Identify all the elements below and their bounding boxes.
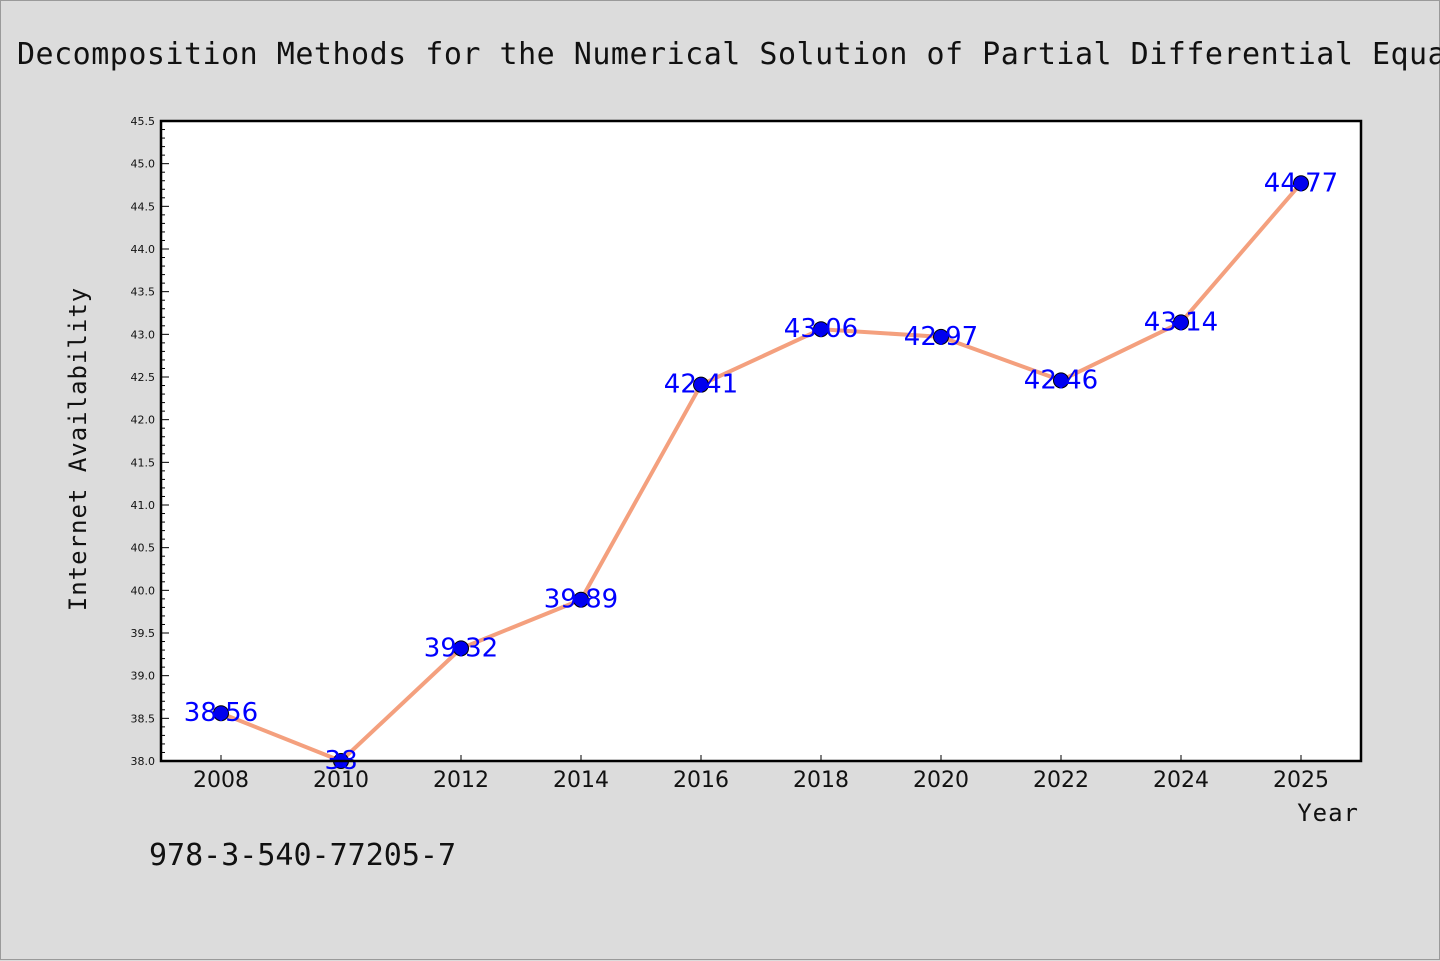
data-label: 39.32 [424, 633, 498, 663]
y-tick-label: 42.5 [131, 371, 156, 384]
data-label: 43.06 [784, 314, 858, 344]
data-point [693, 376, 709, 393]
y-axis-label: Internet Availability [64, 287, 92, 611]
x-tick-label: 2024 [1153, 768, 1209, 793]
x-axis-label: Year [1297, 799, 1359, 827]
y-tick-label: 41.0 [131, 499, 156, 512]
x-tick-label: 2018 [793, 768, 849, 793]
y-tick-label: 39.5 [131, 627, 156, 640]
isbn-text: 978-3-540-77205-7 [149, 838, 456, 873]
y-tick-label: 43.5 [131, 286, 156, 299]
data-point [1173, 314, 1189, 331]
data-point [213, 705, 229, 722]
data-label: 42.97 [904, 322, 978, 352]
x-axis: 2008 2010 2012 2014 2016 2018 2020 2022 2024 2025 [193, 755, 1329, 793]
x-tick-label: 2014 [553, 768, 609, 793]
x-tick-label: 2016 [673, 768, 729, 793]
data-point [813, 321, 829, 338]
chart-title: Domain Decomposition Methods for the Num… [1, 37, 1440, 72]
y-tick-label: 45.0 [131, 158, 156, 171]
x-tick-label: 2010 [313, 768, 369, 793]
data-point [1293, 175, 1309, 192]
plot-frame [159, 119, 1363, 763]
data-label: 38.56 [184, 698, 258, 728]
y-tick-label: 44.0 [131, 243, 156, 256]
x-tick-label: 2012 [433, 768, 489, 793]
y-tick-label: 42.0 [131, 414, 156, 427]
y-tick-label: 45.5 [131, 115, 156, 128]
data-point [573, 591, 589, 608]
y-tick-label: 39.0 [131, 670, 156, 683]
x-tick-label: 2025 [1273, 768, 1329, 793]
data-label: 43.14 [1144, 307, 1218, 337]
y-tick-label: 41.5 [131, 456, 156, 469]
data-point [453, 640, 469, 657]
data-point [933, 328, 949, 345]
y-tick-label: 40.0 [131, 584, 156, 597]
data-label: 39.89 [544, 585, 618, 615]
y-tick-label: 43.0 [131, 328, 156, 341]
y-tick-label: 38.0 [131, 755, 156, 768]
data-label: 44.77 [1264, 168, 1338, 198]
y-tick-label: 38.5 [131, 712, 156, 725]
x-tick-label: 2020 [913, 768, 969, 793]
x-tick-label: 2008 [193, 768, 249, 793]
y-tick-label: 40.5 [131, 542, 156, 555]
series-line [220, 181, 1303, 763]
y-tick-label: 44.5 [131, 200, 156, 213]
data-point [1053, 372, 1069, 389]
data-label: 42.46 [1024, 365, 1098, 395]
plot-area [161, 121, 1361, 761]
data-label: 42.41 [664, 370, 738, 400]
x-tick-label: 2022 [1033, 768, 1089, 793]
